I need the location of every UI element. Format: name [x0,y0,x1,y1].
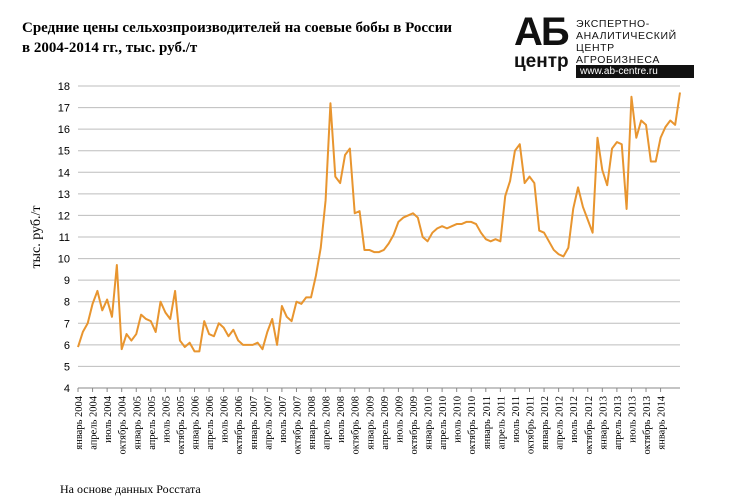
logo-mark-bottom: центр [514,51,569,72]
x-tick-label: апрель 2008 [322,396,333,450]
x-tick-label: апрель 2007 [263,396,274,450]
price-line [77,92,681,353]
y-tick-label: 12 [58,210,70,222]
logo-line-4: АГРОБИЗНЕСА [576,54,660,66]
y-tick-label: 16 [58,124,70,136]
series-group [77,92,681,353]
x-tick-label: апрель 2004 [89,395,100,449]
x-tick-label: октябрь 2009 [409,396,420,455]
x-tick-label: апрель 2010 [438,396,449,450]
y-tick-label: 5 [64,361,70,373]
x-tick-label: апрель 2011 [496,396,507,449]
x-tick-label: январь 2011 [482,396,493,449]
x-tick-label: октябрь 2012 [584,396,595,455]
x-tick-label: октябрь 2005 [176,396,187,455]
y-tick-label: 11 [59,232,70,244]
x-tick-label: июль 2013 [627,396,638,443]
source-note: На основе данных Росстата [60,482,201,496]
chart-title-line-2: в 2004-2014 гг., тыс. руб./т [22,40,198,56]
chart-title: Средние цены сельхозпроизводителей на со… [22,18,452,58]
ab-centre-logo: АБ центр ЭКСПЕРТНО- АНАЛИТИЧЕСКИЙ ЦЕНТР … [514,10,726,78]
x-tick-label: январь 2014 [657,395,668,449]
x-tick-label: июль 2010 [453,396,464,443]
logo-url: www.ab-centre.ru [576,65,694,78]
x-tick-label: январь 2013 [598,396,609,450]
x-tick-label: январь 2005 [132,396,143,450]
y-tick-label: 17 [58,103,70,115]
x-tick-label: июль 2004 [103,395,114,443]
x-tick-label: октябрь 2013 [642,396,653,455]
gridlines [78,85,680,389]
x-tick-label: апрель 2005 [147,396,158,450]
y-tick-label: 8 [64,297,70,309]
x-tick-label: июль 2006 [220,396,231,443]
x-tick-label: июль 2012 [569,396,580,443]
x-tick-label: январь 2010 [424,396,435,450]
x-tick-label: январь 2012 [540,396,551,450]
y-tick-label: 9 [64,275,70,287]
x-tick-label: октябрь 2008 [351,396,362,455]
x-tick-label: октябрь 2011 [526,396,537,454]
x-tick-label: июль 2008 [336,396,347,443]
x-tick-label: январь 2004 [74,395,85,449]
x-tick-label: октябрь 2010 [467,396,478,455]
logo-line-2: АНАЛИТИЧЕСКИЙ [576,30,677,42]
y-tick-label: 13 [58,189,70,201]
x-tick-label: октябрь 2006 [234,396,245,455]
x-tick-label: январь 2008 [307,396,318,450]
x-tick-label: январь 2009 [365,396,376,450]
x-axis-ticks: январь 2004 апрель 2004 июль 2004 октябрь 2… [74,388,668,455]
x-tick-label: октябрь 2004 [118,395,129,454]
x-tick-label: апрель 2012 [555,396,566,450]
x-tick-label: июль 2007 [278,396,289,443]
logo-line-1: ЭКСПЕРТНО- [576,18,650,30]
x-tick-label: июль 2005 [161,396,172,443]
y-tick-label: 14 [58,167,70,179]
y-tick-label: 10 [58,254,70,266]
logo-mark-top: АБ [514,10,570,54]
logo-mark: АБ центр [514,10,574,74]
y-tick-label: 4 [64,383,70,395]
x-tick-label: январь 2006 [191,396,202,450]
x-tick-label: октябрь 2007 [292,396,303,455]
x-tick-label: январь 2007 [249,396,260,450]
logo-text: ЭКСПЕРТНО- АНАЛИТИЧЕСКИЙ ЦЕНТР АГРОБИЗНЕ… [576,18,677,66]
y-axis-label: тыс. руб./т [29,206,44,269]
x-tick-label: июль 2011 [511,396,522,442]
chart-title-line-1: Средние цены сельхозпроизводителей на со… [22,20,452,36]
logo-line-3: ЦЕНТР [576,42,615,54]
y-tick-label: 18 [58,81,70,93]
x-tick-label: июль 2009 [394,396,405,443]
y-tick-label: 15 [58,146,70,158]
y-tick-label: 6 [64,340,70,352]
x-tick-label: апрель 2009 [380,396,391,450]
x-tick-label: апрель 2006 [205,396,216,450]
y-axis-ticks: 4 5 6 7 8 9 10 11 12 13 14 15 16 17 18 [58,81,70,395]
y-tick-label: 7 [64,318,70,330]
x-tick-label: апрель 2013 [613,396,624,450]
